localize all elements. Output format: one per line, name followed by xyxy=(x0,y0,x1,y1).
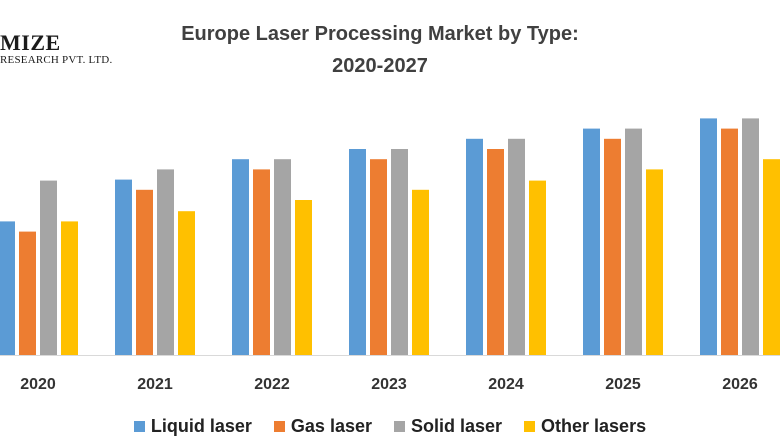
legend-swatch xyxy=(133,420,145,432)
bar-liquid-laser-2020 xyxy=(0,221,15,355)
legend-swatch xyxy=(524,420,536,432)
x-tick-label-2025: 2025 xyxy=(605,376,641,393)
x-tick-label-2024: 2024 xyxy=(488,376,524,393)
x-tick-label-2022: 2022 xyxy=(254,376,290,393)
bar-other-lasers-2022 xyxy=(295,200,312,355)
bar-solid-laser-2026 xyxy=(742,118,759,356)
bar-gas-laser-2022 xyxy=(253,169,270,355)
bar-solid-laser-2022 xyxy=(274,159,291,355)
bar-gas-laser-2025 xyxy=(604,138,621,355)
legend-label: Other lasers xyxy=(541,415,647,436)
bar-liquid-laser-2024 xyxy=(466,138,483,355)
bar-gas-laser-2020 xyxy=(19,231,36,355)
bar-solid-laser-2020 xyxy=(40,180,57,355)
bar-liquid-laser-2026 xyxy=(700,118,717,356)
x-tick-label-2021: 2021 xyxy=(137,376,173,393)
bar-gas-laser-2026 xyxy=(721,128,738,355)
bar-other-lasers-2020 xyxy=(61,221,78,355)
logo-sub-text: RESEARCH PVT. LTD. xyxy=(0,54,113,66)
bar-chart: 2020 2021 2022 2023 2024 2025 2026 xyxy=(0,118,780,393)
bar-solid-laser-2023 xyxy=(391,149,408,355)
bar-other-lasers-2026 xyxy=(763,159,780,355)
legend-swatch xyxy=(393,420,405,432)
bar-liquid-laser-2023 xyxy=(349,149,366,355)
chart-legend: Liquid laser Gas laser Solid laser Other la… xyxy=(0,412,780,440)
x-tick-label-2020: 2020 xyxy=(20,376,56,393)
legend-swatch xyxy=(273,420,285,432)
chart-title: Europe Laser Processing Market by Type: … xyxy=(130,18,630,82)
bar-solid-laser-2024 xyxy=(508,138,525,355)
legend-label: Liquid laser xyxy=(150,415,252,436)
bar-gas-laser-2023 xyxy=(370,159,387,355)
legend-label: Solid laser xyxy=(410,415,503,436)
bar-other-lasers-2023 xyxy=(412,189,429,355)
bar-other-lasers-2024 xyxy=(529,180,546,355)
logo-main-text: MIZE xyxy=(0,30,61,55)
bar-liquid-laser-2025 xyxy=(583,128,600,355)
bar-gas-laser-2021 xyxy=(136,189,153,355)
bar-solid-laser-2021 xyxy=(157,169,174,355)
bar-liquid-laser-2022 xyxy=(232,159,249,355)
bar-solid-laser-2025 xyxy=(625,128,642,355)
bar-other-lasers-2021 xyxy=(178,211,195,355)
legend-item-solid-laser: Solid laser xyxy=(393,415,503,437)
legend-item-gas-laser: Gas laser xyxy=(273,415,372,437)
x-tick-label-2023: 2023 xyxy=(371,376,407,393)
chart-title-line-1: Europe Laser Processing Market by Type: xyxy=(181,23,579,45)
company-logo: MIZE RESEARCH PVT. LTD. xyxy=(0,30,120,70)
bar-gas-laser-2024 xyxy=(487,149,504,355)
bar-other-lasers-2025 xyxy=(646,169,663,355)
legend-item-other-lasers: Other lasers xyxy=(524,416,646,437)
bar-liquid-laser-2021 xyxy=(115,179,132,355)
legend-label: Gas laser xyxy=(290,415,372,436)
legend-item-liquid-laser: Liquid laser xyxy=(133,415,252,437)
chart-title-line-2: 2020-2027 xyxy=(332,55,428,77)
x-tick-label-2026: 2026 xyxy=(722,376,758,393)
